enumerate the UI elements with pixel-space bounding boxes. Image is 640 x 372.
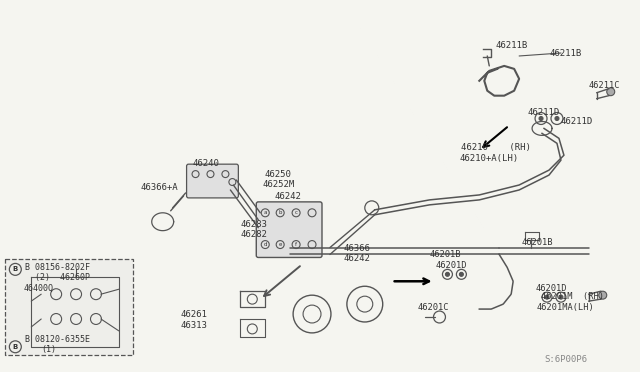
Text: a: a (264, 210, 267, 215)
Text: 46240: 46240 (193, 159, 220, 168)
Text: (1): (1) (41, 345, 56, 354)
Text: e: e (278, 242, 282, 247)
Text: 46366+A: 46366+A (141, 183, 179, 192)
Text: 46400Q: 46400Q (23, 284, 53, 293)
Text: (2)  46260P: (2) 46260P (35, 273, 90, 282)
Text: 46210+A(LH): 46210+A(LH) (460, 154, 518, 163)
FancyBboxPatch shape (187, 164, 238, 198)
Text: 46250: 46250 (264, 170, 291, 179)
Circle shape (555, 116, 559, 121)
Circle shape (559, 295, 563, 299)
Circle shape (545, 295, 549, 299)
Text: c: c (294, 210, 298, 215)
Circle shape (599, 291, 607, 299)
Text: 46242: 46242 (344, 254, 371, 263)
Text: f: f (295, 242, 297, 247)
Text: 46201D: 46201D (435, 262, 467, 270)
Text: b: b (278, 210, 282, 215)
Text: 46201B: 46201B (521, 238, 552, 247)
Text: B 08156-8202F: B 08156-8202F (26, 263, 90, 272)
Text: 46201B: 46201B (429, 250, 461, 259)
Text: 46211D: 46211D (527, 108, 559, 116)
Text: 46201D: 46201D (535, 284, 566, 293)
Text: 46366: 46366 (344, 244, 371, 253)
Circle shape (460, 272, 463, 276)
Text: 46252M: 46252M (262, 180, 294, 189)
Text: S:6P00P6: S:6P00P6 (544, 355, 587, 364)
Text: 46282: 46282 (241, 230, 268, 239)
Text: 46313: 46313 (180, 321, 207, 330)
Text: B: B (13, 344, 18, 350)
Circle shape (539, 116, 543, 121)
Text: 46210    (RH): 46210 (RH) (461, 143, 531, 152)
Text: 46283: 46283 (241, 220, 268, 229)
Text: 46242: 46242 (274, 192, 301, 201)
FancyBboxPatch shape (256, 202, 322, 257)
Circle shape (607, 88, 614, 96)
Text: 46201M  (RH): 46201M (RH) (541, 292, 604, 301)
Text: B: B (13, 266, 18, 272)
Text: 46211B: 46211B (495, 41, 527, 50)
Text: 46261: 46261 (180, 310, 207, 319)
Text: 46211C: 46211C (589, 81, 620, 90)
Text: 46211B: 46211B (549, 49, 581, 58)
Circle shape (445, 272, 449, 276)
Text: 46211D: 46211D (561, 116, 593, 125)
Text: 46201MA(LH): 46201MA(LH) (537, 303, 595, 312)
Text: B 08120-6355E: B 08120-6355E (26, 335, 90, 344)
FancyBboxPatch shape (5, 259, 133, 355)
Text: d: d (264, 242, 267, 247)
Text: 46201C: 46201C (417, 303, 449, 312)
